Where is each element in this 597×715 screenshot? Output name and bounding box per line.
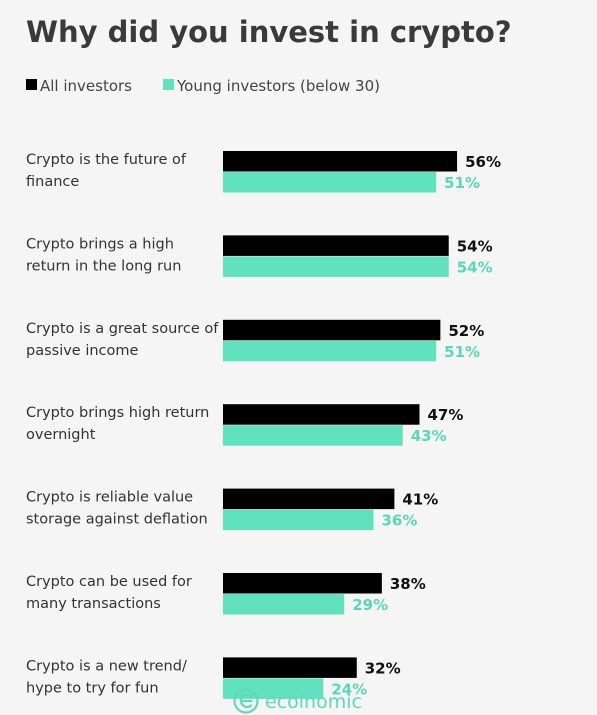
category-label-line: passive income [26, 343, 139, 359]
value-label-young-investors: 54% [457, 258, 493, 276]
category-label-line: Crypto is a great source of [26, 321, 219, 337]
category-label-line: Crypto brings a high [26, 236, 174, 252]
category-label-line: return in the long run [26, 258, 181, 274]
legend: All investors Young investors (below 30) [26, 77, 380, 95]
bar-young-investors [223, 678, 324, 699]
category-label: Crypto is a great source of passive incom… [26, 321, 219, 359]
bar-all-investors [223, 404, 420, 425]
value-label-young-investors: 51% [444, 174, 480, 192]
bar-young-investors [223, 425, 403, 446]
bars-layer: Crypto is the future of finance 56% 51% Cryp… [26, 151, 501, 699]
coin-e-icon [233, 688, 259, 714]
category-label-line: hype to try for fun [26, 680, 159, 696]
category-label: Crypto brings a high return in the long r… [26, 236, 181, 274]
bar-young-investors [223, 172, 437, 193]
value-label-young-investors: 51% [444, 343, 480, 361]
value-label-all-investors: 32% [365, 659, 401, 677]
bar-all-investors [223, 151, 458, 172]
bar-all-investors [223, 488, 395, 510]
bar-young-investors [223, 340, 437, 362]
value-label-young-investors: 29% [352, 596, 388, 614]
value-label-all-investors: 41% [402, 491, 438, 509]
bar-all-investors [223, 235, 449, 256]
bar-all-investors [223, 573, 382, 594]
value-label-young-investors: 36% [381, 512, 417, 530]
watermark: ecoinomic [233, 688, 362, 714]
category-label: Crypto is the future of finance [26, 152, 187, 190]
legend-swatch-all-investors [26, 79, 37, 90]
bar-young-investors [223, 594, 345, 615]
bar-young-investors [223, 509, 374, 531]
category-label: Crypto is reliable value storage against … [26, 490, 208, 528]
category-label-line: many transactions [26, 596, 161, 612]
bar-all-investors [223, 657, 357, 678]
bar-young-investors [223, 256, 449, 277]
value-label-all-investors: 52% [448, 322, 484, 340]
value-label-young-investors: 43% [411, 427, 447, 445]
value-label-all-investors: 38% [390, 575, 426, 593]
value-label-all-investors: 54% [457, 237, 493, 255]
value-label-all-investors: 56% [465, 153, 501, 171]
category-label-line: Crypto is a new trend/ [26, 658, 187, 674]
chart-title: Why did you invest in crypto? [26, 15, 512, 49]
watermark-text: ecoinomic [265, 691, 362, 713]
category-label: Crypto can be used for many transactions [26, 574, 192, 612]
value-label-all-investors: 47% [427, 406, 463, 424]
legend-label-young-investors: Young investors (below 30) [176, 77, 380, 95]
category-label-line: finance [26, 174, 79, 190]
category-label-line: Crypto is reliable value [26, 490, 193, 506]
value-label-young-investors: 24% [331, 680, 367, 698]
category-label-line: Crypto brings high return [26, 405, 209, 421]
category-label: Crypto brings high return overnight [26, 405, 209, 443]
legend-swatch-young-investors [163, 79, 174, 90]
bar-all-investors [223, 319, 441, 341]
category-label-line: Crypto can be used for [26, 574, 192, 590]
category-label: Crypto is a new trend/hype to try for fu… [26, 658, 187, 696]
legend-label-all-investors: All investors [40, 77, 132, 95]
category-label-line: overnight [26, 427, 96, 443]
category-label-line: storage against deflation [26, 512, 208, 528]
category-label-line: Crypto is the future of [26, 152, 187, 168]
